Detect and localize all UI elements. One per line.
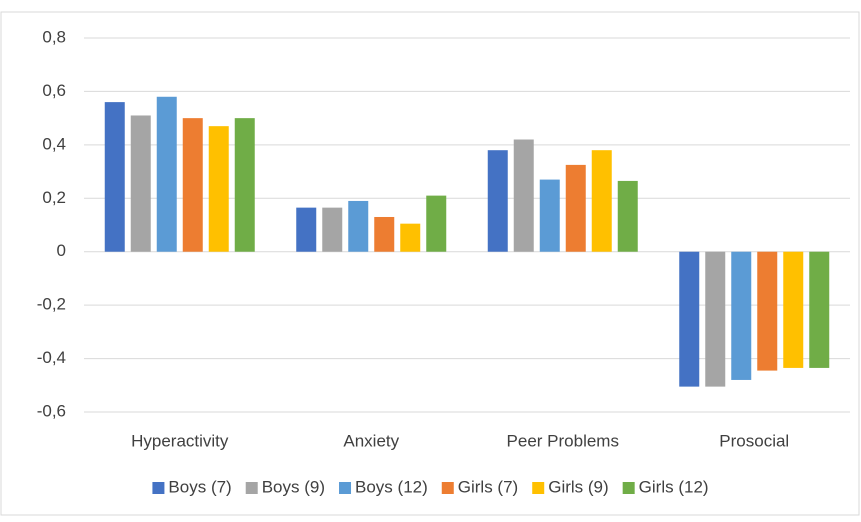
y-tick-label: 0,4 bbox=[42, 134, 66, 153]
bar bbox=[130, 115, 151, 252]
bar bbox=[400, 223, 421, 252]
legend-label: Boys (12) bbox=[355, 477, 428, 496]
bar bbox=[374, 216, 395, 252]
legend-swatch bbox=[152, 482, 165, 494]
legend-label: Girls (9) bbox=[548, 477, 608, 496]
legend-label: Boys (9) bbox=[262, 477, 325, 496]
legend-swatch bbox=[245, 482, 258, 494]
bar bbox=[679, 251, 700, 387]
y-tick-label: 0,8 bbox=[42, 27, 66, 46]
bar bbox=[426, 195, 447, 252]
x-tick-label: Hyperactivity bbox=[131, 431, 229, 450]
y-tick-label: -0,4 bbox=[37, 348, 66, 367]
bar bbox=[156, 96, 177, 252]
bar bbox=[539, 179, 560, 252]
bar bbox=[705, 251, 726, 387]
legend-label: Girls (12) bbox=[639, 477, 709, 496]
x-tick-label: Peer Problems bbox=[507, 431, 619, 450]
bar bbox=[208, 126, 229, 252]
bar bbox=[591, 150, 612, 252]
bar bbox=[487, 150, 508, 252]
bar bbox=[182, 118, 203, 252]
bar bbox=[757, 251, 778, 371]
x-tick-label: Prosocial bbox=[719, 431, 789, 450]
legend-swatch bbox=[441, 482, 454, 494]
legend-label: Boys (7) bbox=[168, 477, 231, 496]
y-tick-label: 0,2 bbox=[42, 188, 66, 207]
bar bbox=[348, 200, 369, 252]
bar bbox=[296, 207, 317, 252]
legend-label: Girls (7) bbox=[458, 477, 518, 496]
y-tick-label: -0,6 bbox=[37, 401, 66, 420]
y-tick-label: 0 bbox=[57, 241, 66, 260]
legend-swatch bbox=[622, 482, 635, 494]
bar bbox=[617, 180, 638, 252]
legend-swatch bbox=[532, 482, 545, 494]
legend-swatch bbox=[339, 482, 352, 494]
x-tick-label: Anxiety bbox=[343, 431, 399, 450]
bar bbox=[104, 102, 125, 252]
y-tick-label: -0,2 bbox=[37, 295, 66, 314]
bar bbox=[565, 164, 586, 252]
bar bbox=[234, 118, 255, 252]
bar bbox=[322, 207, 343, 252]
bar bbox=[809, 251, 830, 368]
bar bbox=[783, 251, 804, 368]
y-tick-label: 0,6 bbox=[42, 81, 66, 100]
bar bbox=[513, 139, 534, 252]
bar bbox=[731, 251, 752, 380]
